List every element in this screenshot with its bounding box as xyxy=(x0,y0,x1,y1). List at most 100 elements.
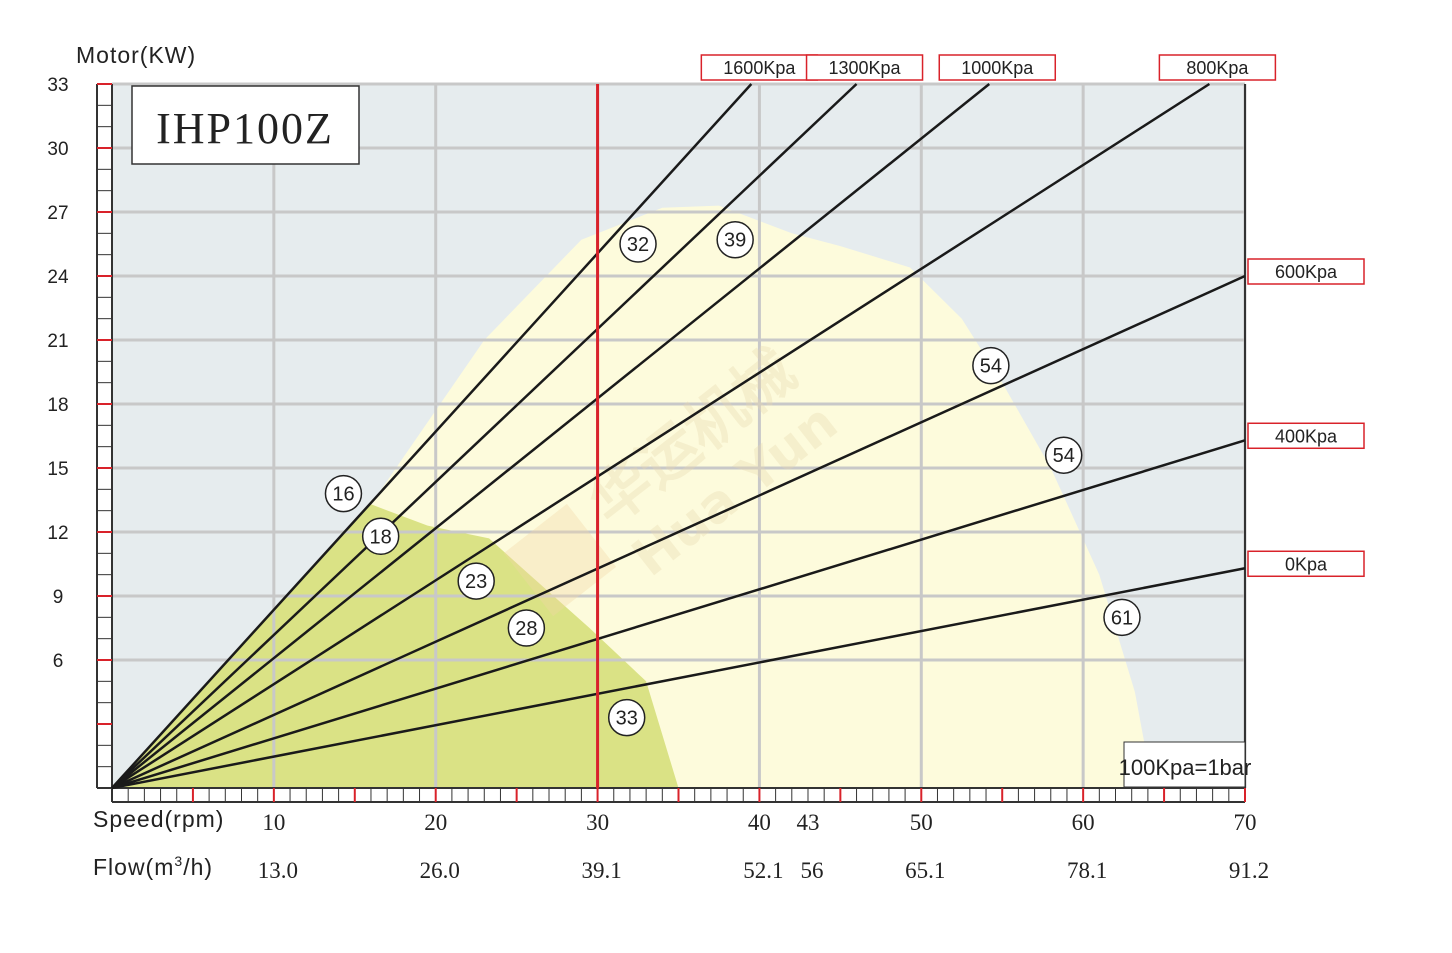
flow-axis-title: Flow(m3/h) xyxy=(93,853,213,880)
y-tick-label: 9 xyxy=(53,587,64,608)
efficiency-badge-value: 32 xyxy=(627,234,649,256)
efficiency-badge-value: 54 xyxy=(980,356,1002,378)
pressure-labels: 1600Kpa 1300Kpa 1000Kpa 800Kpa 600Kpa 400Kpa 0… xyxy=(700,54,1365,578)
huayun-logo-mark xyxy=(503,503,617,617)
efficiency-badge-circle xyxy=(972,346,1010,385)
pressure-label-text: 1000Kpa xyxy=(961,58,1034,78)
speed-tick-label: 60 xyxy=(1072,810,1095,835)
y-tick-label: 12 xyxy=(47,523,68,544)
pressure-label-600kpa: 600Kpa xyxy=(1247,258,1365,285)
y-tick-label: 33 xyxy=(47,75,68,96)
y-tick-label: 24 xyxy=(47,267,69,288)
pressure-lines xyxy=(111,82,1246,790)
efficiency-badge: 33 xyxy=(607,698,646,737)
flow-tick-label: 52.1 xyxy=(743,858,783,883)
pressure-label-frame xyxy=(938,54,1057,81)
flow-tick-label: 56 xyxy=(800,858,823,883)
pressure-label-frame xyxy=(1247,258,1365,285)
efficiency-badge-circle xyxy=(507,609,546,647)
pressure-label-0kpa: 0Kpa xyxy=(1247,550,1365,578)
speed-tick-label: 10 xyxy=(262,810,285,835)
pressure-label-1300kpa: 1300Kpa xyxy=(805,54,924,81)
pressure-label-800kpa: 800Kpa xyxy=(1158,54,1277,81)
pressure-line-1300kpa xyxy=(111,83,858,789)
efficiency-badge: 28 xyxy=(507,609,546,647)
efficiency-badge-circle xyxy=(361,517,400,556)
flow-tick-label: 91.2 xyxy=(1229,858,1269,883)
y-tick-labels: 6 9 12 15 18 21 24 27 30 33 xyxy=(47,75,69,672)
model-box-frame xyxy=(131,85,360,165)
speed-tick-label: 30 xyxy=(586,810,609,835)
speed-tick-label: 20 xyxy=(424,810,447,835)
pressure-label-frame xyxy=(1158,54,1277,81)
y-tick-label: 27 xyxy=(47,203,68,224)
flow-tick-label: 26.0 xyxy=(420,858,460,883)
efficiency-badge: 54 xyxy=(1044,436,1083,474)
efficiency-badge: 16 xyxy=(324,474,363,513)
pressure-line-400kpa xyxy=(111,439,1246,790)
efficiency-badge-value: 23 xyxy=(465,571,487,593)
speed-axis-title: Speed(rpm) xyxy=(93,806,224,832)
flow-tick-label: 13.0 xyxy=(258,858,298,883)
unit-note-frame xyxy=(1123,741,1246,788)
y-tick-label: 18 xyxy=(47,395,68,416)
efficiency-badge-value: 33 xyxy=(616,708,638,730)
inner-operating-region xyxy=(112,504,679,788)
pressure-label-400kpa: 400Kpa xyxy=(1247,422,1365,450)
y-tick-label: 15 xyxy=(47,459,68,480)
pressure-label-1600kpa: 1600Kpa xyxy=(700,54,819,81)
efficiency-badge-circle xyxy=(619,225,657,263)
efficiency-badge-value: 28 xyxy=(515,618,537,640)
speed-tick-label: 70 xyxy=(1234,810,1257,835)
speed-tick-label: 40 xyxy=(748,810,771,835)
pressure-line-800kpa xyxy=(111,82,1211,790)
efficiency-badge: 39 xyxy=(716,220,754,259)
efficiency-badge-value: 18 xyxy=(370,526,392,548)
model-box: IHP100Z xyxy=(131,85,360,165)
y-tick-label: 21 xyxy=(47,331,68,352)
unit-note-text: 100Kpa=1bar xyxy=(1119,755,1252,780)
pressure-label-text: 400Kpa xyxy=(1275,426,1338,446)
axes xyxy=(96,83,1246,803)
speed-tick-label: 43 xyxy=(796,810,819,835)
efficiency-badge-value: 16 xyxy=(332,484,354,506)
pressure-label-frame xyxy=(700,54,819,81)
pressure-label-1000kpa: 1000Kpa xyxy=(938,54,1057,81)
efficiency-badge-value: 54 xyxy=(1053,445,1075,467)
pressure-label-text: 800Kpa xyxy=(1186,58,1249,78)
pressure-label-frame xyxy=(1247,422,1365,450)
flow-tick-label: 78.1 xyxy=(1067,858,1107,883)
pressure-label-text: 0Kpa xyxy=(1285,554,1328,574)
y-tick-label: 6 xyxy=(53,651,64,672)
efficiency-badge-circle xyxy=(1103,598,1141,637)
pressure-line-1000kpa xyxy=(111,83,991,789)
pressure-label-text: 1300Kpa xyxy=(829,58,902,78)
y-axis-title: Motor(KW) xyxy=(76,42,196,68)
pressure-line-1600kpa xyxy=(111,83,753,789)
efficiency-badge-circle xyxy=(1044,436,1083,474)
efficiency-badge: 23 xyxy=(457,562,495,600)
pressure-label-text: 600Kpa xyxy=(1275,262,1338,282)
flow-tick-label: 65.1 xyxy=(905,858,945,883)
efficiency-badge-circle xyxy=(324,474,363,513)
pressure-label-frame xyxy=(1247,550,1365,578)
x-tick-labels: 10 13.0 20 26.0 30 39.1 40 52.1 43 56 50 65.1 60 78.1… xyxy=(258,810,1269,883)
efficiency-badge-circle xyxy=(457,562,495,600)
model-title: IHP100Z xyxy=(156,104,334,153)
efficiency-badges: 16 18 23 28 32 39 33 54 54 61 xyxy=(324,220,1141,737)
efficiency-badge-value: 61 xyxy=(1111,607,1133,629)
efficiency-badge-circle xyxy=(716,220,754,259)
efficiency-badge: 61 xyxy=(1103,598,1141,637)
pressure-line-600kpa xyxy=(111,274,1246,790)
y-tick-label: 30 xyxy=(47,139,68,160)
operating-regions xyxy=(112,205,1153,789)
efficiency-badge: 18 xyxy=(361,517,400,556)
efficiency-badge-circle xyxy=(607,698,646,737)
efficiency-badge: 32 xyxy=(619,225,657,263)
flow-tick-label: 39.1 xyxy=(581,858,621,883)
pressure-line-0kpa xyxy=(111,567,1246,790)
pressure-label-text: 1600Kpa xyxy=(723,58,796,78)
speed-tick-label: 50 xyxy=(910,810,933,835)
unit-note: 100Kpa=1bar xyxy=(1119,741,1252,788)
